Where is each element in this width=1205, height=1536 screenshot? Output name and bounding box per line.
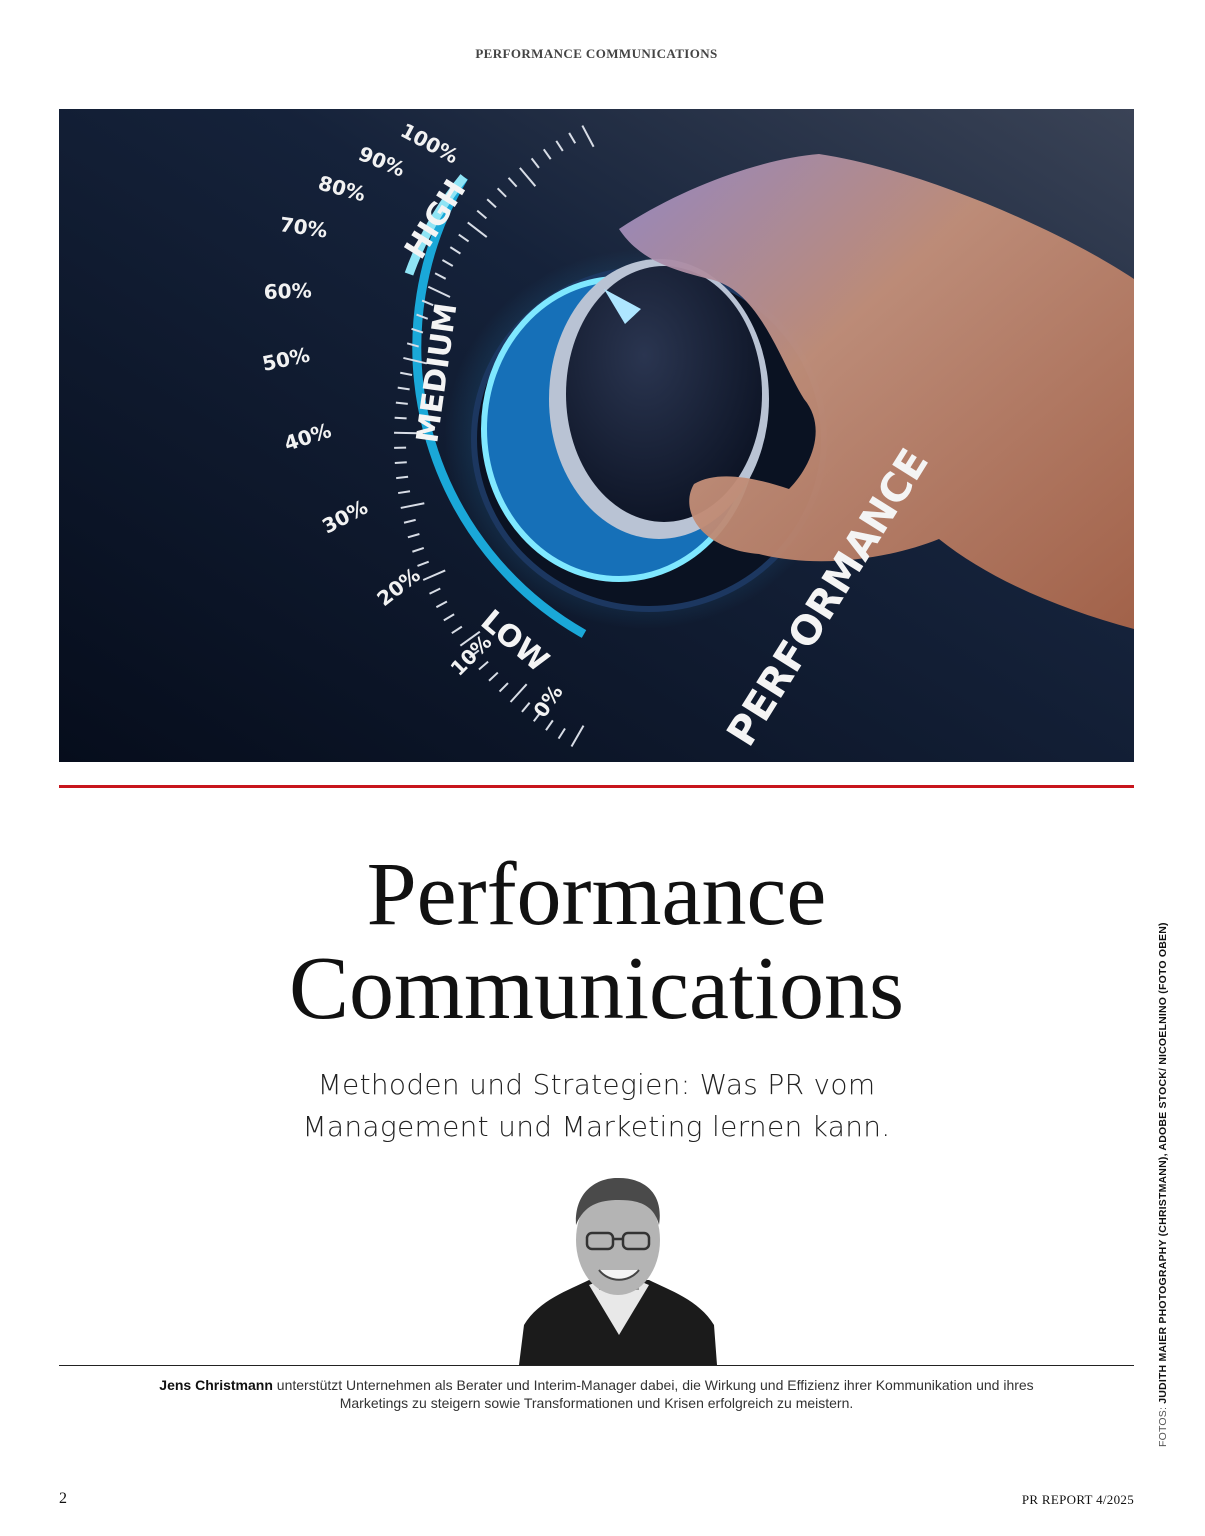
scale-tick bbox=[458, 233, 470, 243]
scale-tick bbox=[555, 140, 564, 152]
page-number: 2 bbox=[59, 1490, 67, 1507]
title-line-1: Performance bbox=[366, 845, 827, 944]
author-name: Jens Christmann bbox=[159, 1377, 273, 1393]
scale-tick bbox=[509, 683, 528, 703]
scale-tick bbox=[434, 272, 447, 280]
scale-tick bbox=[412, 547, 425, 553]
article-subtitle: Methoden und Strategien: Was PR vom Mana… bbox=[0, 1064, 1193, 1148]
scale-tick bbox=[400, 371, 413, 376]
scale-tick bbox=[486, 198, 497, 209]
scale-tick bbox=[394, 461, 407, 465]
scale-tick bbox=[416, 313, 429, 320]
scale-tick bbox=[519, 167, 537, 187]
scale-tick bbox=[542, 148, 552, 160]
issue-label: PR REPORT 4/2025 bbox=[1021, 1492, 1134, 1507]
scale-tick bbox=[411, 327, 424, 334]
subtitle-line-1: Methoden und Strategien: Was PR vom bbox=[317, 1068, 876, 1101]
scale-tick bbox=[417, 560, 430, 567]
author-portrait bbox=[519, 1175, 717, 1365]
scale-tick bbox=[570, 725, 585, 747]
scale-tick bbox=[496, 187, 507, 198]
subtitle-line-2: Management und Marketing lernen kann. bbox=[302, 1110, 891, 1143]
hand bbox=[619, 154, 1134, 629]
author-bio: Jens Christmann unterstützt Unternehmen … bbox=[150, 1376, 1043, 1412]
scale-tick bbox=[441, 259, 454, 267]
scale-tick bbox=[478, 660, 489, 671]
scale-tick bbox=[403, 518, 416, 524]
scale-tick bbox=[394, 416, 407, 420]
scale-tick bbox=[395, 401, 408, 405]
accent-rule bbox=[59, 785, 1134, 788]
scale-tick bbox=[406, 342, 419, 348]
article-title: Performance Communications bbox=[0, 848, 1193, 1036]
scale-tick bbox=[429, 587, 441, 595]
scale-tick bbox=[435, 600, 448, 609]
scale-tick bbox=[581, 125, 595, 148]
scale-tick bbox=[507, 177, 518, 188]
scale-tick bbox=[451, 625, 463, 635]
scale-label: 60% bbox=[263, 278, 312, 304]
scale-tick bbox=[449, 246, 461, 255]
hero-image: 0% 10% 20% 30% 40% 50% 60% 70% 80% 90% 100% LOW ME… bbox=[59, 109, 1134, 762]
scale-tick bbox=[400, 502, 425, 509]
performance-dial-illustration: 0%10%20%30%40%50%60%70%80%90%100% LOW ME… bbox=[59, 109, 1134, 762]
scale-tick bbox=[532, 711, 542, 722]
scale-tick bbox=[427, 285, 451, 298]
author-bio-text: unterstützt Unternehmen als Berater und … bbox=[272, 1377, 1034, 1411]
scale-tick bbox=[476, 209, 488, 220]
credit-prefix: FOTOS: bbox=[1157, 1403, 1169, 1447]
photo-credit: FOTOS: JUDITH MAIER PHOTOGRAPHY (CHRISTM… bbox=[1157, 922, 1169, 1447]
scale-tick bbox=[557, 727, 566, 740]
bio-divider bbox=[59, 1365, 1134, 1366]
scale-tick bbox=[443, 613, 455, 622]
title-line-2: Communications bbox=[289, 939, 904, 1038]
scale-tick bbox=[459, 630, 481, 647]
scale-tick bbox=[403, 356, 427, 365]
running-head: PERFORMANCE COMMUNICATIONS bbox=[475, 46, 718, 61]
scale-tick bbox=[498, 682, 509, 693]
scale-tick bbox=[568, 132, 577, 144]
scale-tick bbox=[396, 475, 409, 480]
scale-tick bbox=[422, 569, 446, 581]
scale-tick bbox=[397, 386, 410, 391]
scale-tick bbox=[467, 221, 488, 238]
scale-tick bbox=[521, 702, 531, 713]
knob bbox=[566, 266, 762, 522]
credit-text: JUDITH MAIER PHOTOGRAPHY (CHRISTMANN), A… bbox=[1157, 922, 1169, 1404]
scale-tick bbox=[530, 157, 540, 169]
scale-tick bbox=[545, 719, 554, 731]
scale-tick bbox=[421, 299, 434, 307]
knob-pointer-icon bbox=[604, 289, 641, 324]
scale-tick bbox=[488, 671, 499, 682]
scale-tick bbox=[397, 490, 411, 495]
scale-tick bbox=[407, 533, 420, 539]
scale-tick bbox=[468, 649, 480, 659]
